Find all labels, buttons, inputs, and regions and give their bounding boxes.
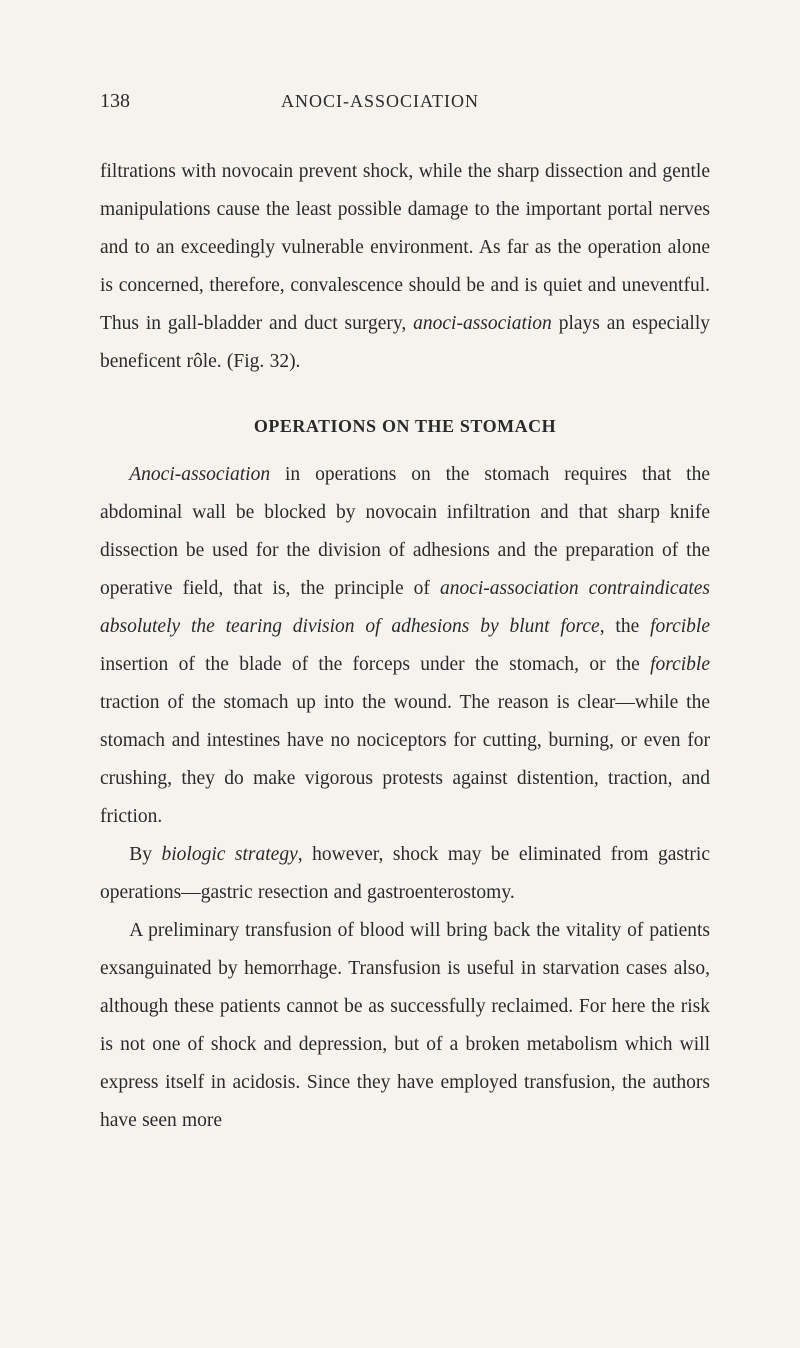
p2-e: forcible <box>650 616 710 637</box>
p1-text-a: filtrations with novocain prevent shock,… <box>100 161 710 334</box>
paragraph-2: Anoci-association in operations on the s… <box>100 456 710 836</box>
p2-g: forcible <box>650 654 710 675</box>
p2-h: traction of the stomach up into the woun… <box>100 692 710 827</box>
p3-a: By <box>129 844 161 865</box>
body-text: filtrations with novocain prevent shock,… <box>100 153 710 1140</box>
p2-a: Anoci-association <box>129 464 270 485</box>
paragraph-1: filtrations with novocain prevent shock,… <box>100 153 710 381</box>
p3-b: biologic strategy <box>162 844 298 865</box>
p2-d: , the <box>600 616 650 637</box>
page-container: 138 ANOCI-ASSOCIATION filtrations with n… <box>0 0 800 1200</box>
paragraph-4: A preliminary transfusion of blood will … <box>100 912 710 1140</box>
p2-f: insertion of the blade of the forceps un… <box>100 654 650 675</box>
p4-a: A preliminary transfusion of blood will … <box>100 920 710 1131</box>
paragraph-3: By biologic strategy, however, shock may… <box>100 836 710 912</box>
p1-italic-b: anoci-association <box>413 313 552 334</box>
running-head: ANOCI-ASSOCIATION <box>80 91 680 112</box>
page-header: 138 ANOCI-ASSOCIATION <box>100 90 710 113</box>
section-heading: OPERATIONS ON THE STOMACH <box>100 409 710 444</box>
